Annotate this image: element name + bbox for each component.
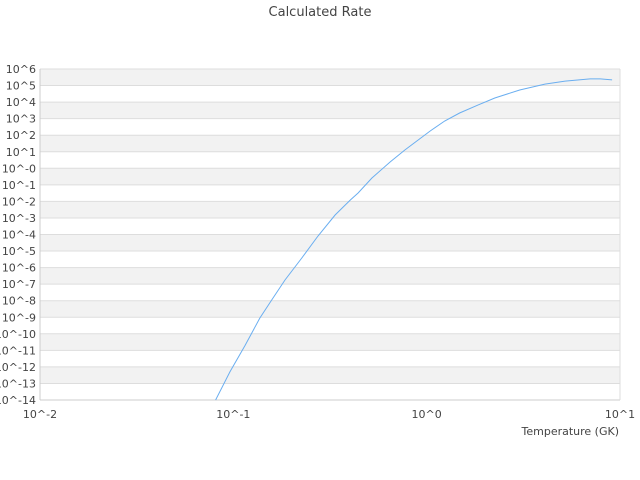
grid-bands [40,68,620,401]
y-tick-label: 10^-8 [2,295,36,308]
grid-band [40,300,620,318]
x-tick-label: 10^1 [605,408,635,421]
y-tick-label: 10^-4 [2,229,36,242]
series-line-rate [215,78,613,401]
grid-band [40,366,620,384]
y-tick-label: 10^-11 [0,344,36,357]
chart-title: Calculated Rate [269,5,372,20]
y-tick-label: 10^-6 [2,262,36,275]
y-tick-label: 10^-10 [0,328,36,341]
y-tick-label: 10^-9 [2,311,36,324]
y-tick-label: 10^-1 [2,179,36,192]
x-axis-title: Temperature (GK) [521,425,620,438]
x-tick-label: 10^-2 [23,408,57,421]
grid-band [40,267,620,285]
grid-band [40,234,620,252]
x-axis-labels: 10^-2 10^-1 10^0 10^1 [23,408,635,421]
y-tick-label: 10^3 [6,113,36,126]
y-tick-label: 10^-3 [2,212,36,225]
grid-band [40,69,620,86]
grid-band [40,333,620,351]
y-tick-label: 10^4 [6,96,36,109]
grid-band [40,102,620,119]
y-axis-labels: 10^6 10^5 10^4 10^3 10^2 10^1 10^-0 10^-1 10^-2 1… [0,63,36,407]
x-tick-label: 10^-1 [216,408,250,421]
grid-band [40,135,620,152]
y-tick-label: 10^5 [6,80,36,93]
x-tick-label: 10^0 [412,408,442,421]
y-tick-label: 10^-5 [2,245,36,258]
y-tick-label: 10^-2 [2,195,36,208]
y-tick-label: 10^-7 [2,278,36,291]
y-tick-label: 10^1 [6,146,36,159]
grid-band [40,201,620,218]
y-tick-label: 10^-14 [0,394,36,407]
y-tick-label: 10^-0 [2,162,36,175]
y-tick-label: 10^-12 [0,361,36,374]
y-tick-label: 10^-13 [0,377,36,390]
grid-band [40,168,620,185]
y-tick-label: 10^6 [6,63,36,76]
y-tick-label: 10^2 [6,129,36,142]
